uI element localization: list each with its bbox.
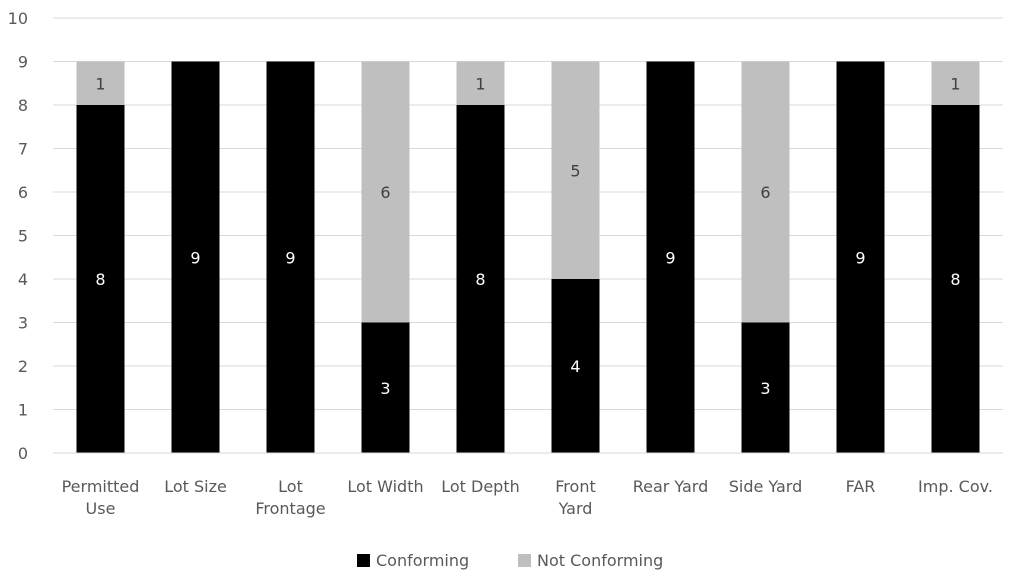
bar-segment: [741, 322, 790, 453]
y-tick-label: 10: [8, 9, 28, 28]
x-tick-label: Front Yard: [555, 477, 595, 518]
bar-segment: [266, 61, 315, 453]
y-tick-label: 9: [18, 53, 28, 72]
y-tick-label: 5: [18, 227, 28, 246]
x-tick-label: Lot Width: [347, 477, 423, 496]
y-tick-label: 7: [18, 140, 28, 159]
legend-swatch: [518, 554, 531, 567]
x-tick-label: Imp. Cov.: [918, 477, 993, 496]
data-label: 3: [380, 379, 390, 398]
data-label: 6: [760, 183, 770, 202]
bar-segment: [456, 105, 505, 453]
x-tick-label: Lot Depth: [441, 477, 520, 496]
y-tick-label: 0: [18, 444, 28, 463]
x-axis: Permitted Use Lot Size Lot Frontage Lot Width…: [53, 452, 1003, 518]
bar-segment: [361, 322, 410, 453]
x-tick-label: Lot Frontage: [255, 477, 325, 518]
bar-segment: [76, 105, 125, 453]
data-label: 9: [285, 248, 295, 267]
bar-segment: [931, 105, 980, 453]
data-label: 1: [950, 74, 960, 93]
data-label: 9: [665, 248, 675, 267]
bar-segment: [456, 61, 505, 105]
y-tick-label: 8: [18, 96, 28, 115]
bar-segment: [836, 61, 885, 453]
y-tick-label: 6: [18, 183, 28, 202]
y-tick-label: 2: [18, 357, 28, 376]
data-label: 6: [380, 183, 390, 202]
x-tick-label: FAR: [846, 477, 876, 496]
y-tick-label: 4: [18, 270, 28, 289]
bar-segment: [551, 61, 600, 279]
data-label: 8: [95, 270, 105, 289]
bar-segment: [931, 61, 980, 105]
data-label: 4: [570, 357, 580, 376]
data-label: 1: [475, 74, 485, 93]
bar-segment: [646, 61, 695, 453]
data-label: 5: [570, 161, 580, 180]
x-tick-label: Rear Yard: [633, 477, 709, 496]
legend: Conforming Not Conforming: [357, 551, 663, 570]
bars: 8 1 9 9 3 6 8 1 4 5 9 3 6 9 8 1: [76, 61, 980, 453]
bar-segment: [551, 279, 600, 453]
bar-segment: [741, 61, 790, 323]
legend-swatch: [357, 554, 370, 567]
data-label: 8: [475, 270, 485, 289]
data-label: 3: [760, 379, 770, 398]
x-tick-label: Permitted Use: [62, 477, 140, 518]
bar-segment: [171, 61, 220, 453]
legend-label: Conforming: [376, 551, 469, 570]
data-label: 1: [95, 74, 105, 93]
legend-label: Not Conforming: [537, 551, 663, 570]
x-tick-label: Lot Size: [164, 477, 227, 496]
y-tick-label: 3: [18, 314, 28, 333]
y-axis: 0 1 2 3 4 5 6 7 8 9 10: [8, 9, 28, 463]
data-label: 9: [855, 248, 865, 267]
y-tick-label: 1: [18, 401, 28, 420]
bar-segment: [361, 61, 410, 323]
data-label: 8: [950, 270, 960, 289]
bar-segment: [76, 61, 125, 105]
data-label: 9: [190, 248, 200, 267]
x-tick-label: Side Yard: [729, 477, 803, 496]
